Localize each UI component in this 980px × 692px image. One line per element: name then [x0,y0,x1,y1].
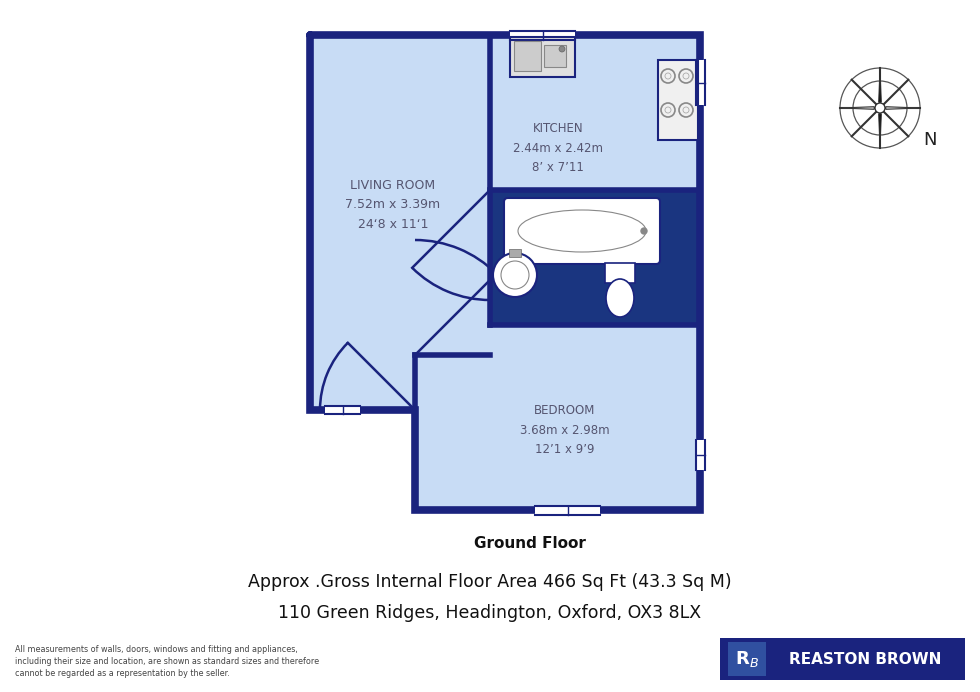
Bar [535,505,600,514]
Ellipse shape [606,279,634,317]
Bar [510,37,575,77]
Circle shape [875,103,885,113]
Text: KITCHEN
2.44m x 2.42m
8’ x 7’11: KITCHEN 2.44m x 2.42m 8’ x 7’11 [513,122,603,174]
FancyBboxPatch shape [504,198,660,264]
Bar [509,249,521,257]
Polygon shape [879,68,881,102]
Polygon shape [886,107,920,109]
Circle shape [501,261,529,289]
Circle shape [559,46,565,52]
Text: N: N [923,131,937,149]
Ellipse shape [518,210,646,252]
Bar [510,30,575,39]
Bar [728,642,766,676]
Bar [720,638,965,680]
Bar [696,60,705,105]
Bar [544,45,566,67]
Polygon shape [310,35,700,510]
Circle shape [641,228,647,234]
Bar [658,60,698,140]
Text: REASTON BROWN: REASTON BROWN [789,651,941,666]
Polygon shape [490,190,700,325]
Text: Ground Floor: Ground Floor [474,536,586,551]
Polygon shape [879,114,881,148]
Text: 110 Green Ridges, Headington, Oxford, OX3 8LX: 110 Green Ridges, Headington, Oxford, OX… [278,604,702,622]
Bar [325,406,360,414]
Bar [696,440,705,470]
Bar [514,41,541,71]
Polygon shape [840,107,874,109]
Text: $\mathbf{R}_B$: $\mathbf{R}_B$ [735,649,759,669]
Text: LIVING ROOM
7.52m x 3.39m
24‘8 x 11‘1: LIVING ROOM 7.52m x 3.39m 24‘8 x 11‘1 [345,179,441,231]
Text: Approx .Gross Internal Floor Area 466 Sq Ft (43.3 Sq M): Approx .Gross Internal Floor Area 466 Sq… [248,573,732,591]
Text: BEDROOM
3.68m x 2.98m
12’1 x 9’9: BEDROOM 3.68m x 2.98m 12’1 x 9’9 [520,404,610,456]
Bar [605,263,635,283]
Text: All measurements of walls, doors, windows and fitting and appliances,
including : All measurements of walls, doors, window… [15,645,319,677]
Circle shape [493,253,537,297]
